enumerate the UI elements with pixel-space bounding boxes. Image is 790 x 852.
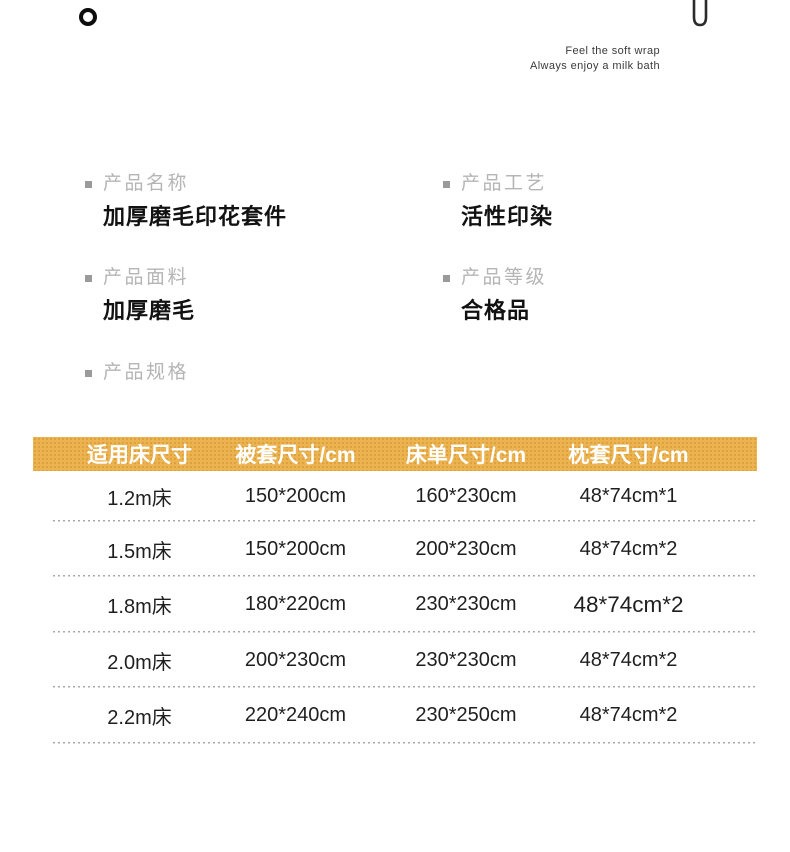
square-bullet-icon [443,181,450,188]
table-row: 1.2m床 150*200cm 160*230cm 48*74cm*1 [33,471,757,522]
cell-duvet-size: 220*240cm [244,704,347,727]
cell-duvet-size: 180*220cm [244,593,347,616]
cell-duvet-size: 150*200cm [244,537,347,560]
spec-product-name: 产品名称 加厚磨毛印花套件 [85,174,287,230]
cell-sheet-size: 230*250cm [415,704,517,727]
col-header-duvet-size: 被套尺寸/cm [235,444,356,467]
spec-label: 产品名称 [103,173,190,194]
cell-bed-size: 2.2m床 [107,707,172,730]
hanging-loop-icon [692,0,708,27]
spec-product-grade: 产品等级 合格品 [443,268,547,324]
spec-label: 产品面料 [103,267,190,288]
col-header-bed-size: 适用床尺寸 [87,444,192,467]
cell-sheet-size: 160*230cm [415,484,517,507]
cell-pillow-size: 48*74cm*1 [579,484,678,507]
tagline-line2: Always enjoy a milk bath [529,60,660,72]
cell-sheet-size: 230*230cm [415,593,517,616]
spec-value: 合格品 [461,298,531,323]
cell-duvet-size: 200*230cm [244,648,347,671]
cell-sheet-size: 230*230cm [415,648,517,671]
spec-label: 产品规格 [103,362,190,383]
cell-pillow-size: 48*74cm*2 [579,648,678,671]
spec-label: 产品等级 [461,267,548,288]
col-header-sheet-size: 床单尺寸/cm [405,444,527,467]
col-header-pillow-size: 枕套尺寸/cm [568,444,689,467]
size-table-header-row: 适用床尺寸 被套尺寸/cm 床单尺寸/cm 枕套尺寸/cm [33,437,757,471]
spec-product-size-heading: 产品规格 [85,363,189,382]
ring-icon [79,8,97,26]
table-row: 1.8m床 180*220cm 230*230cm 48*74cm*2 [33,577,757,633]
cell-duvet-size: 150*200cm [244,484,347,507]
spec-product-fabric: 产品面料 加厚磨毛 [85,268,195,324]
tagline: Feel the soft wrap Always enjoy a milk b… [360,44,660,74]
cell-sheet-size: 200*230cm [415,537,517,560]
cell-bed-size: 2.0m床 [107,651,172,674]
square-bullet-icon [85,275,92,282]
spec-value: 活性印染 [461,204,554,229]
square-bullet-icon [85,370,92,377]
square-bullet-icon [85,181,92,188]
table-row: 2.0m床 200*230cm 230*230cm 48*74cm*2 [33,633,757,689]
square-bullet-icon [443,275,450,282]
cell-bed-size: 1.2m床 [107,487,172,510]
cell-bed-size: 1.5m床 [107,540,172,563]
table-row: 2.2m床 220*240cm 230*250cm 48*74cm*2 [33,688,757,744]
tagline-line1: Feel the soft wrap [565,45,660,57]
size-table: 适用床尺寸 被套尺寸/cm 床单尺寸/cm 枕套尺寸/cm 1.2m床 150*… [33,437,757,744]
table-row: 1.5m床 150*200cm 200*230cm 48*74cm*2 [33,522,757,578]
spec-label: 产品工艺 [461,173,548,194]
cell-pillow-size: 48*74cm*2 [579,537,678,560]
cell-pillow-size: 48*74cm*2 [579,704,678,727]
spec-product-craft: 产品工艺 活性印染 [443,174,553,230]
cell-bed-size: 1.8m床 [107,596,172,619]
cell-pillow-size: 48*74cm*2 [573,591,684,617]
spec-value: 加厚磨毛 [103,298,196,323]
spec-value: 加厚磨毛印花套件 [103,204,288,229]
